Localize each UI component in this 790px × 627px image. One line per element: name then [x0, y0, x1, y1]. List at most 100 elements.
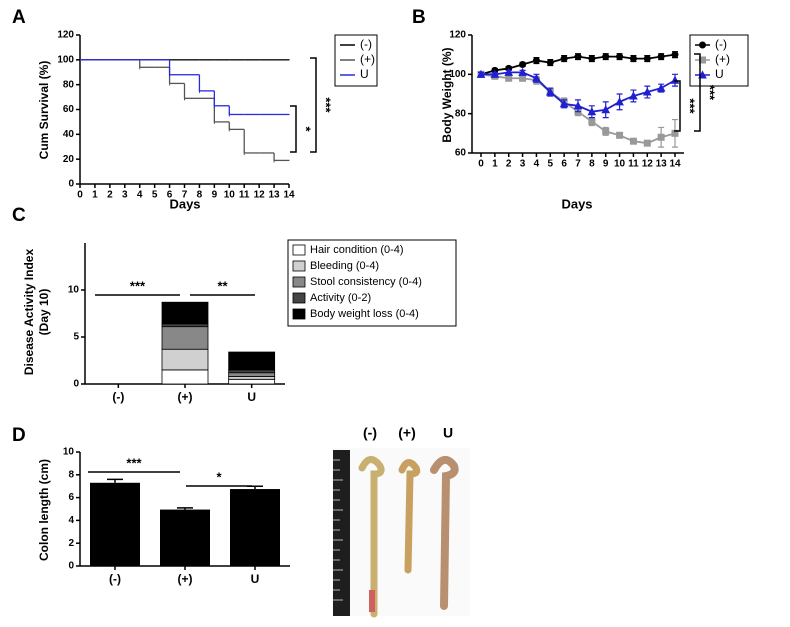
x-tick-label: 0	[478, 159, 484, 170]
ruler	[333, 450, 350, 616]
y-tick-label: 120	[449, 30, 466, 41]
y-tick-label: 5	[73, 332, 79, 343]
marker	[642, 87, 652, 96]
legend-label: U	[360, 67, 369, 81]
legend-swatch	[292, 292, 306, 304]
marker	[699, 41, 706, 49]
x-tick-label: 9	[212, 190, 218, 201]
legend-swatch	[292, 260, 306, 272]
photo-label: (+)	[398, 425, 416, 441]
significance: ***	[683, 98, 698, 114]
bar-segment	[161, 323, 209, 328]
bar-segment	[228, 369, 276, 374]
x-tick-label: 10	[224, 190, 236, 201]
x-tick-label: 10	[614, 159, 626, 170]
y-tick-label: 4	[68, 515, 74, 526]
x-tick-label: 11	[628, 159, 639, 170]
panel-letter: C	[12, 205, 26, 226]
x-axis-label: Days	[169, 196, 200, 211]
x-tick-label: (+)	[178, 390, 193, 404]
legend-label: Activity (0-2)	[310, 292, 371, 304]
significance: **	[217, 278, 228, 293]
x-tick-label: 12	[254, 190, 266, 201]
colon	[430, 456, 459, 610]
bar-segment	[228, 378, 276, 385]
error-bar	[177, 507, 193, 510]
bar-segment	[161, 369, 209, 385]
x-tick-label: 3	[122, 190, 128, 201]
y-tick-label: 40	[63, 129, 75, 140]
x-tick-label: 1	[92, 190, 98, 201]
x-tick-label: 14	[283, 190, 295, 201]
y-tick-label: 10	[68, 285, 80, 296]
marker	[616, 131, 624, 139]
panel-letter: B	[412, 7, 426, 28]
panel-letter: A	[12, 7, 26, 28]
marker	[476, 69, 486, 78]
significance: ***	[703, 85, 718, 101]
legend-swatch	[292, 244, 306, 256]
significance: ***	[319, 97, 334, 113]
y-tick-label: 60	[63, 104, 75, 115]
x-tick-label: 1	[492, 159, 498, 170]
x-tick-label: 11	[239, 190, 250, 201]
marker	[519, 74, 527, 82]
bracket	[310, 57, 317, 153]
x-axis-label: Days	[561, 196, 592, 211]
marker	[643, 139, 651, 147]
y-tick-label: 20	[63, 154, 75, 165]
y-tick-label: 60	[455, 148, 467, 159]
legend-swatch	[292, 276, 306, 288]
x-tick-label: U	[251, 572, 260, 586]
marker	[532, 73, 541, 82]
x-tick-label: 3	[520, 159, 526, 170]
panel-letter: D	[12, 425, 26, 446]
y-tick-label: 0	[73, 379, 79, 390]
x-tick-label: 4	[534, 159, 540, 170]
marker	[588, 55, 596, 63]
x-tick-label: 7	[182, 190, 188, 201]
marker	[671, 51, 679, 59]
significance: *	[216, 469, 222, 484]
marker	[657, 133, 665, 141]
marker	[616, 53, 624, 61]
x-tick-label: 12	[642, 159, 654, 170]
marker	[574, 53, 582, 61]
significance: ***	[130, 278, 146, 293]
photo-label: U	[443, 425, 453, 441]
y-tick-label: 120	[57, 30, 74, 41]
bar-segment	[161, 348, 209, 371]
colon	[358, 456, 385, 618]
y-tick-label: 100	[449, 69, 466, 80]
legend-box	[287, 239, 457, 327]
bracket	[290, 105, 297, 153]
y-axis-label: Body Weight (%)	[440, 47, 454, 142]
bar	[160, 509, 210, 566]
marker	[505, 74, 513, 82]
x-tick-label: 8	[589, 159, 595, 170]
y-axis-label: Cum Survival (%)	[37, 61, 51, 160]
x-tick-label: U	[247, 390, 256, 404]
marker	[602, 53, 610, 61]
legend-label: Body weight loss (0-4)	[310, 308, 419, 320]
x-tick-label: 14	[669, 159, 681, 170]
marker	[504, 67, 514, 76]
marker	[643, 55, 651, 63]
x-tick-label: (-)	[112, 390, 124, 404]
y-tick-label: 10	[63, 447, 75, 458]
x-tick-label: 6	[167, 190, 173, 201]
significance: *	[299, 126, 314, 132]
marker	[560, 55, 568, 63]
marker	[546, 59, 554, 67]
y-tick-label: 100	[57, 54, 74, 65]
marker	[519, 61, 527, 68]
x-tick-label: 13	[269, 190, 281, 201]
x-tick-label: (-)	[109, 572, 121, 586]
ruler-ticks	[333, 459, 343, 601]
bracket	[674, 80, 681, 132]
marker	[545, 87, 555, 96]
y-tick-label: 0	[68, 179, 74, 190]
